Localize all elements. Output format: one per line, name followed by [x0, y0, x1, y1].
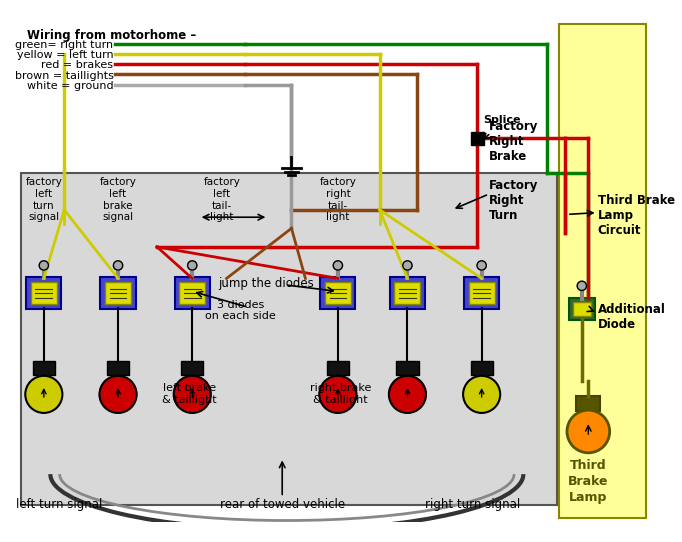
FancyBboxPatch shape — [471, 361, 493, 375]
FancyBboxPatch shape — [181, 361, 203, 375]
Text: red = brakes: red = brakes — [42, 61, 113, 70]
Circle shape — [403, 261, 412, 270]
Text: yellow = left turn: yellow = left turn — [17, 50, 113, 60]
Text: Splice: Splice — [484, 115, 521, 125]
Text: Additional
Diode: Additional Diode — [597, 304, 666, 332]
FancyBboxPatch shape — [175, 278, 210, 309]
Text: factory
left
brake
signal: factory left brake signal — [100, 177, 136, 222]
FancyBboxPatch shape — [33, 361, 55, 375]
Circle shape — [25, 376, 62, 413]
Circle shape — [463, 376, 500, 413]
Text: right turn signal: right turn signal — [425, 498, 520, 511]
Text: Factory
Right
Brake: Factory Right Brake — [489, 120, 539, 163]
Text: jump the diodes: jump the diodes — [218, 278, 314, 291]
FancyBboxPatch shape — [576, 396, 600, 411]
FancyBboxPatch shape — [394, 282, 420, 305]
FancyBboxPatch shape — [569, 298, 595, 320]
FancyBboxPatch shape — [559, 24, 646, 518]
Circle shape — [389, 376, 426, 413]
Text: Third
Brake
Lamp: Third Brake Lamp — [568, 459, 608, 504]
Text: factory
left
turn
signal: factory left turn signal — [25, 177, 62, 222]
Text: left turn signal: left turn signal — [16, 498, 103, 511]
Text: right brake
& taillight: right brake & taillight — [310, 383, 371, 405]
Text: brown = taillights: brown = taillights — [14, 70, 113, 81]
FancyBboxPatch shape — [20, 173, 557, 505]
FancyBboxPatch shape — [100, 278, 136, 309]
Circle shape — [333, 261, 342, 270]
Circle shape — [477, 261, 486, 270]
Text: green= right turn: green= right turn — [15, 40, 113, 50]
Circle shape — [567, 410, 610, 453]
Text: white = ground: white = ground — [27, 81, 113, 91]
FancyBboxPatch shape — [469, 282, 494, 305]
FancyBboxPatch shape — [464, 278, 499, 309]
FancyBboxPatch shape — [179, 282, 205, 305]
Circle shape — [174, 376, 211, 413]
FancyBboxPatch shape — [105, 282, 131, 305]
Text: factory
right
tail-
light: factory right tail- light — [319, 177, 356, 222]
Bar — [471, 132, 484, 145]
FancyBboxPatch shape — [390, 278, 425, 309]
Circle shape — [39, 261, 48, 270]
Text: Wiring from motorhome –: Wiring from motorhome – — [27, 29, 196, 42]
Circle shape — [100, 376, 136, 413]
FancyBboxPatch shape — [26, 278, 61, 309]
Text: 3 diodes
on each side: 3 diodes on each side — [205, 300, 276, 321]
Circle shape — [319, 376, 357, 413]
Circle shape — [188, 261, 197, 270]
FancyBboxPatch shape — [396, 361, 419, 375]
FancyBboxPatch shape — [325, 282, 351, 305]
Text: left brake
& taillight: left brake & taillight — [162, 383, 217, 405]
Circle shape — [577, 281, 587, 291]
Text: rear of towed vehicle: rear of towed vehicle — [220, 498, 345, 511]
Text: factory
left
tail-
light: factory left tail- light — [203, 177, 240, 222]
Text: Third Brake
Lamp
Circuit: Third Brake Lamp Circuit — [597, 194, 674, 237]
FancyBboxPatch shape — [321, 278, 355, 309]
FancyBboxPatch shape — [107, 361, 129, 375]
FancyBboxPatch shape — [573, 301, 591, 317]
FancyBboxPatch shape — [327, 361, 349, 375]
FancyBboxPatch shape — [31, 282, 57, 305]
Circle shape — [113, 261, 123, 270]
Text: Factory
Right
Turn: Factory Right Turn — [489, 179, 539, 222]
